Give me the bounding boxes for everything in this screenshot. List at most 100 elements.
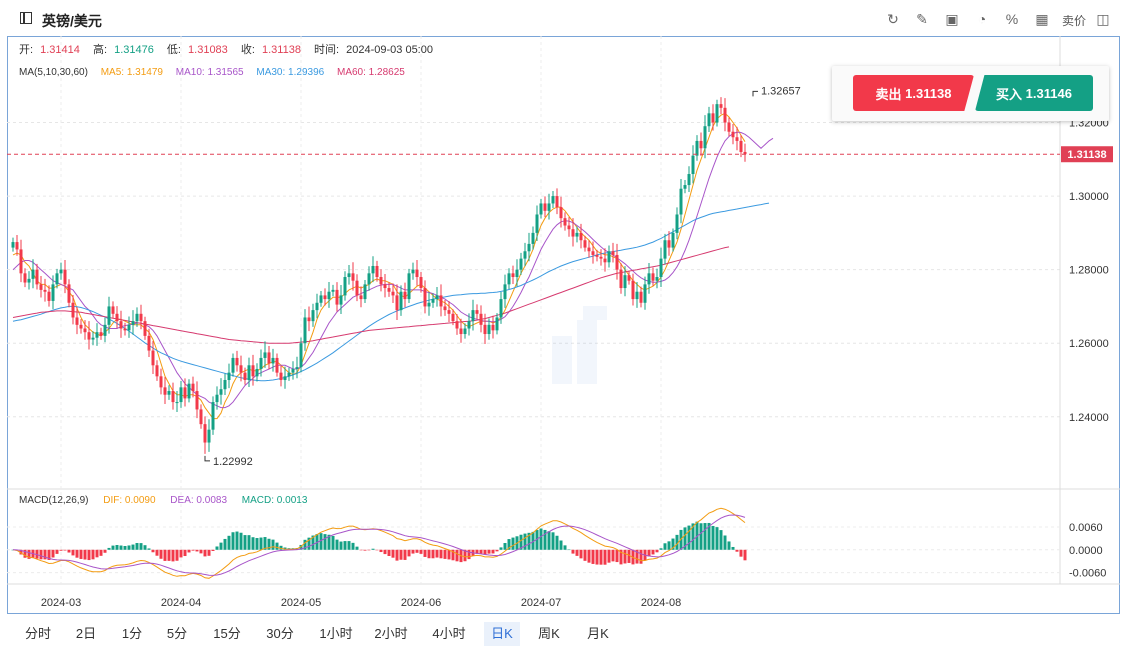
- macd-bar: [223, 538, 227, 550]
- macd-bar: [703, 523, 707, 550]
- period-tab[interactable]: 月K: [587, 626, 609, 641]
- grid-icon[interactable]: ▦: [1035, 11, 1049, 27]
- macd-bar: [187, 549, 191, 553]
- refresh-icon[interactable]: ↻: [887, 11, 899, 27]
- candle-body: [179, 387, 183, 403]
- candle-body: [407, 273, 411, 300]
- macd-bar: [491, 549, 495, 554]
- macd-bar: [391, 549, 395, 558]
- candle-body: [487, 324, 491, 335]
- period-tab[interactable]: 1小时: [319, 626, 353, 641]
- period-tab[interactable]: 日K: [484, 622, 520, 646]
- candle-body: [719, 104, 723, 108]
- pie-chart-icon[interactable]: ◔: [977, 11, 987, 27]
- candle-body: [163, 387, 167, 395]
- candle-body: [371, 265, 375, 274]
- macd-bar: [731, 546, 735, 550]
- candle-body: [643, 284, 647, 303]
- candle-body: [567, 225, 571, 230]
- macd-bar: [451, 549, 455, 561]
- macd-bar: [411, 549, 415, 554]
- candle-body: [359, 295, 363, 300]
- candle-body: [735, 137, 739, 141]
- period-tab[interactable]: 分时: [24, 626, 51, 641]
- layout-icon[interactable]: ◫: [1096, 11, 1110, 27]
- candle-body: [595, 254, 599, 257]
- image-icon[interactable]: ▣: [945, 11, 959, 27]
- candle-body: [619, 269, 623, 289]
- candle-body: [43, 289, 47, 292]
- candle-body: [251, 365, 255, 377]
- candle-body: [311, 310, 315, 322]
- macd-bar: [87, 549, 91, 561]
- candle-body: [259, 357, 263, 369]
- high-annotation: 1.32657: [761, 85, 801, 97]
- candle-body: [15, 242, 19, 250]
- macd-bar: [603, 549, 607, 565]
- candle-body: [71, 302, 75, 318]
- panel-toggle-icon[interactable]: [20, 12, 32, 24]
- candle-body: [203, 424, 207, 443]
- macd-bar: [499, 547, 503, 550]
- period-tab[interactable]: 1分: [121, 626, 143, 641]
- draw-icon[interactable]: ✎: [916, 11, 928, 27]
- kline-chart[interactable]: 1.31138 1.32657 1.22992 1.24000 1.26000 1.28…: [7, 36, 1120, 614]
- macd-bar: [727, 541, 731, 550]
- candle-body: [331, 289, 335, 292]
- period-tab[interactable]: 2日: [75, 626, 97, 641]
- candle-body: [479, 313, 483, 325]
- macd-bar: [47, 549, 51, 560]
- macd-bar: [647, 549, 651, 557]
- candle-body: [243, 372, 247, 381]
- candle-body: [587, 247, 591, 252]
- macd-bar: [215, 546, 219, 550]
- macd-bar: [23, 549, 27, 558]
- macd-bar: [559, 540, 563, 550]
- candle-body: [295, 367, 299, 369]
- sell-price: 1.31138: [905, 85, 952, 101]
- current-price-label: 1.31138: [1067, 149, 1106, 161]
- candle-body: [67, 284, 71, 303]
- buy-button[interactable]: 买入 1.31146: [975, 75, 1093, 111]
- candle-body: [47, 291, 51, 301]
- period-tab[interactable]: 5分: [166, 626, 188, 641]
- candle-body: [579, 232, 583, 241]
- macd-legend-title: MACD(12,26,9): [19, 495, 88, 506]
- macd-bar: [95, 549, 99, 558]
- candle-body: [467, 321, 471, 329]
- candle-body: [75, 317, 79, 325]
- macd-bar: [239, 532, 243, 550]
- candle-body: [463, 328, 467, 335]
- candle-body: [235, 357, 239, 366]
- sell-label: 卖出: [875, 86, 902, 102]
- candle-body: [563, 218, 567, 226]
- candle-body: [147, 335, 151, 351]
- period-tab[interactable]: 周K: [538, 626, 560, 641]
- price-type-toggle[interactable]: 卖价: [1062, 14, 1087, 28]
- percent-icon[interactable]: %: [1005, 11, 1019, 27]
- symbol-title: 英镑/美元: [42, 13, 102, 29]
- macd-bar: [495, 549, 499, 552]
- macd-bar: [615, 549, 619, 563]
- open-label: 开:: [19, 44, 33, 56]
- date-tick-label: 2024-05: [281, 597, 321, 609]
- period-tab[interactable]: 15分: [213, 626, 241, 641]
- candle-body: [631, 280, 635, 300]
- high-label: 高:: [93, 42, 107, 56]
- candle-body: [695, 140, 699, 156]
- sell-button[interactable]: 卖出 1.31138: [853, 75, 974, 111]
- macd-bar: [171, 549, 175, 562]
- candle-body: [551, 196, 555, 204]
- macd-bar: [119, 545, 123, 550]
- macd-legend: MACD(12,26,9) DIF: 0.0090 DEA: 0.0083 MA…: [19, 495, 308, 506]
- macd-bar: [575, 549, 579, 556]
- period-tab[interactable]: 4小时: [432, 626, 466, 641]
- period-tab[interactable]: 2小时: [374, 626, 408, 641]
- close-value: 1.31138: [262, 44, 301, 56]
- candle-body: [687, 174, 691, 186]
- candle-body: [415, 269, 419, 278]
- macd-value-legend: MACD: 0.0013: [242, 495, 308, 506]
- period-tab[interactable]: 30分: [266, 626, 294, 641]
- macd-bar: [547, 531, 551, 550]
- candle-body: [339, 295, 343, 305]
